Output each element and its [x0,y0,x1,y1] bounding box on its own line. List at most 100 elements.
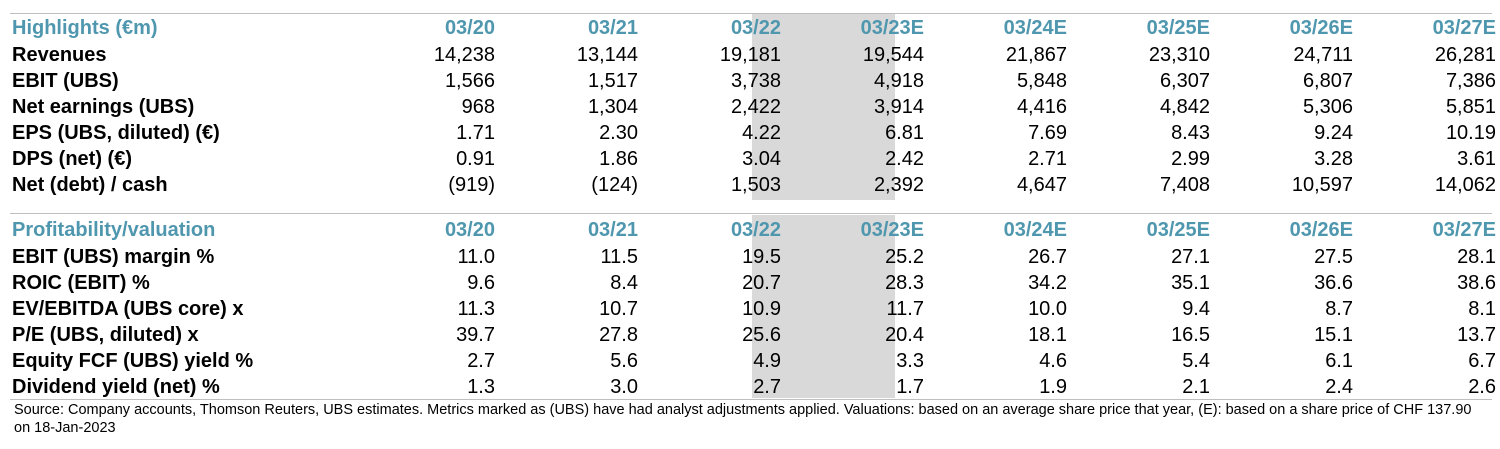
cell-value: 3.0 [610,376,638,398]
cell-value: 26,281 [1434,44,1496,66]
cell-value: 3.28 [1314,148,1353,170]
row-label: Revenues [12,44,107,66]
cell-value: 2.6 [1468,376,1496,398]
cell-value: 3,914 [873,96,924,118]
cell-value: 7.69 [1028,122,1067,144]
cell-value: 13.7 [1457,324,1496,346]
cell-value: 27.5 [1314,246,1353,268]
cell-value: (124) [591,174,638,196]
cell-value: 6.7 [1468,350,1496,372]
cell-value: 9.6 [467,272,495,294]
column-header: 03/26E [1289,17,1353,39]
cell-value: 4.22 [742,122,781,144]
cell-value: 34.2 [1028,272,1067,294]
cell-value: 21,867 [1005,44,1067,66]
cell-value: 38.6 [1457,272,1496,294]
cell-value: 18.1 [1028,324,1067,346]
cell-value: 10,597 [1291,174,1353,196]
table-row: Net earnings (UBS) 968 1,304 2,422 3,914… [12,94,1496,120]
cell-value: 11.0 [457,246,495,268]
column-header: 03/23E [860,17,924,39]
table-row: EBIT (UBS) margin % 11.0 11.5 19.5 25.2 … [12,244,1496,270]
cell-value: 2.4 [1325,376,1353,398]
cell-value: 13,144 [576,44,638,66]
cell-value: 35.1 [1171,272,1210,294]
cell-value: 6,807 [1302,70,1353,92]
cell-value: 19,544 [862,44,924,66]
cell-value: 8.7 [1325,298,1353,320]
row-label: EV/EBITDA (UBS core) x [12,298,244,320]
row-label: EBIT (UBS) margin % [12,246,215,268]
column-header: 03/21 [587,17,638,39]
cell-value: 19.5 [742,246,781,268]
cell-value: 8.1 [1468,298,1496,320]
cell-value: 25.2 [885,246,924,268]
cell-value: 36.6 [1314,272,1353,294]
cell-value: 5,851 [1445,96,1496,118]
column-header: 03/22 [730,219,781,241]
column-header: 03/21 [587,219,638,241]
cell-value: 3.61 [1457,148,1496,170]
row-label: DPS (net) (€) [12,148,132,170]
cell-value: 1.71 [456,122,495,144]
cell-value: 3.3 [896,350,924,372]
cell-value: 20.7 [742,272,781,294]
cell-value: 968 [461,96,495,118]
cell-value: 11.3 [457,298,495,320]
cell-value: 2.7 [753,376,781,398]
estimate-column-highlight [752,13,895,200]
row-label: Net (debt) / cash [12,174,168,196]
cell-value: 16.5 [1171,324,1210,346]
cell-value: 1,517 [587,70,638,92]
cell-value: 19,181 [719,44,781,66]
cell-value: 4,842 [1159,96,1210,118]
cell-value: 1,503 [730,174,781,196]
row-label: P/E (UBS, diluted) x [12,324,199,346]
cell-value: 9.24 [1314,122,1353,144]
table-row: Dividend yield (net) % 1.3 3.0 2.7 1.7 1… [12,374,1496,400]
cell-value: 14,062 [1434,174,1496,196]
cell-value: 2.7 [467,350,495,372]
cell-value: 9.4 [1182,298,1210,320]
cell-value: 15.1 [1314,324,1353,346]
column-header: 03/24E [1003,17,1067,39]
cell-value: 10.19 [1445,122,1496,144]
row-label: Dividend yield (net) % [12,376,220,398]
cell-value: 6.81 [885,122,924,144]
table-row: P/E (UBS, diluted) x 39.7 27.8 25.6 20.4… [12,322,1496,348]
cell-value: 1.86 [599,148,638,170]
cell-value: 4,416 [1016,96,1067,118]
cell-value: 2.71 [1028,148,1067,170]
cell-value: (919) [448,174,495,196]
cell-value: 3,738 [730,70,781,92]
profitability-header-row: Profitability/valuation 03/20 03/21 03/2… [12,216,1496,244]
cell-value: 8.43 [1171,122,1210,144]
cell-value: 24,711 [1293,44,1353,66]
cell-value: 5.6 [610,350,638,372]
cell-value: 28.1 [1457,246,1496,268]
cell-value: 2.1 [1182,376,1210,398]
column-header: 03/27E [1432,17,1496,39]
row-label: EBIT (UBS) [12,70,119,92]
table-row: ROIC (EBIT) % 9.6 8.4 20.7 28.3 34.2 35.… [12,270,1496,296]
cell-value: 4,918 [873,70,924,92]
cell-value: 1,566 [444,70,495,92]
cell-value: 2.30 [599,122,638,144]
row-label: ROIC (EBIT) % [12,272,150,294]
cell-value: 39.7 [456,324,495,346]
cell-value: 8.4 [610,272,638,294]
cell-value: 10.0 [1028,298,1067,320]
row-label: Net earnings (UBS) [12,96,195,118]
column-header: 03/23E [860,219,924,241]
column-header: 03/27E [1432,219,1496,241]
column-header: 03/25E [1146,17,1210,39]
cell-value: 7,408 [1159,174,1210,196]
cell-value: 11.5 [600,246,638,268]
cell-value: 25.6 [742,324,781,346]
cell-value: 3.04 [742,148,781,170]
cell-value: 1.7 [896,376,924,398]
cell-value: 4.6 [1039,350,1067,372]
cell-value: 7,386 [1445,70,1496,92]
cell-value: 6.1 [1325,350,1353,372]
cell-value: 10.9 [742,298,781,320]
